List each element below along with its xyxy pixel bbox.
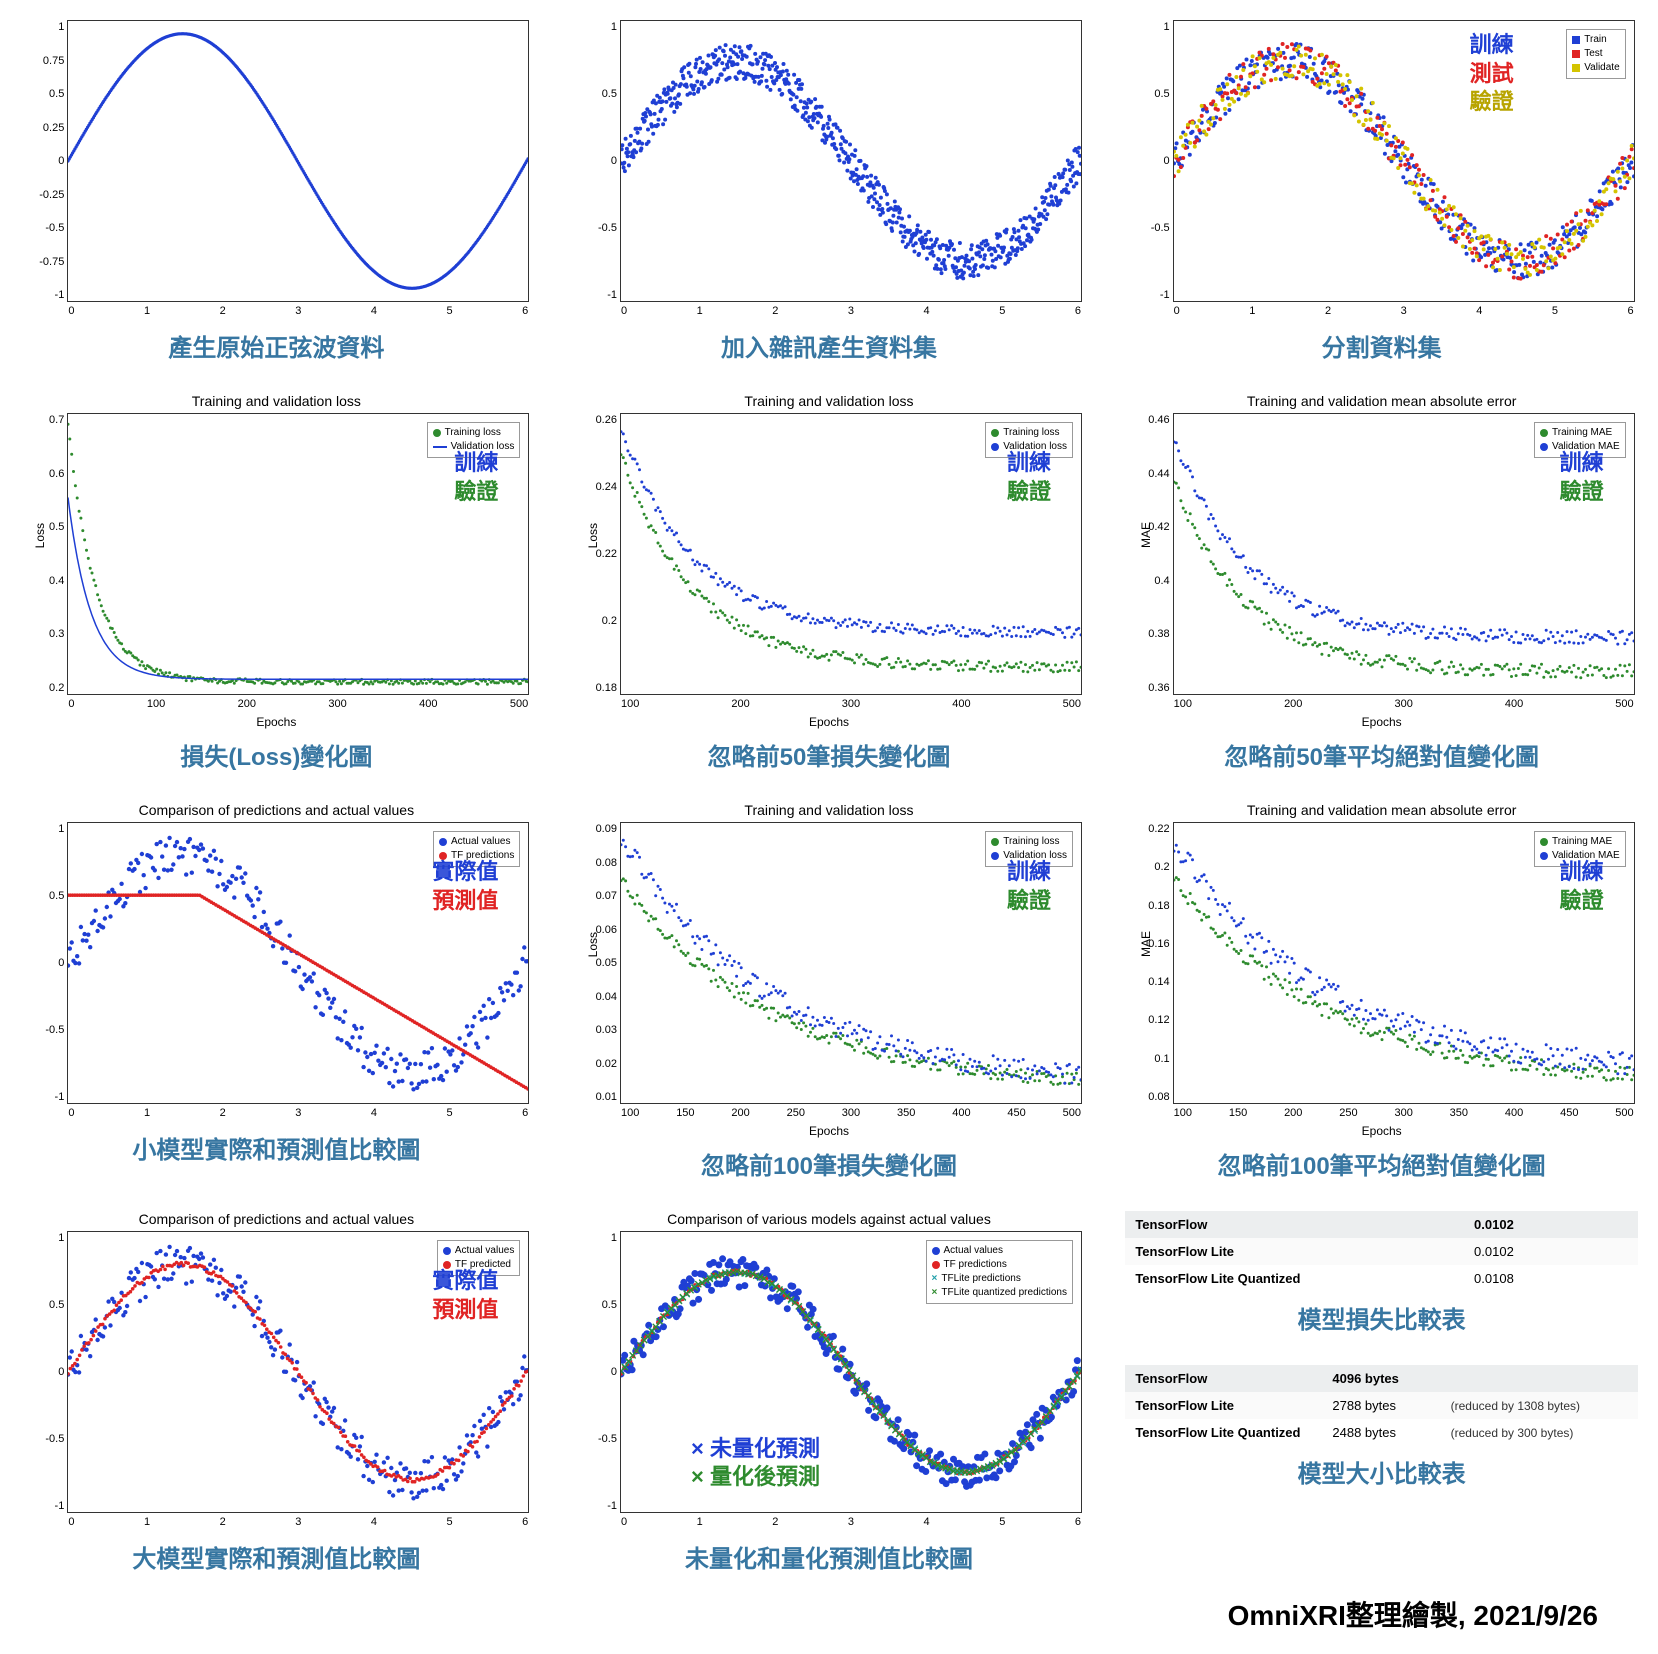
y-axis-label: MAE [1139, 522, 1153, 548]
chart-title: Training and validation mean absolute er… [1247, 802, 1517, 818]
chart-plot-area: 0123456-1-0.500.51TrainTestValidate訓練測試驗… [1173, 20, 1635, 302]
chart-plot-area: 0123456-1-0.500.51Actual valuesTF predic… [67, 822, 529, 1104]
chart-plot-area: 1001502002503003504004505000.080.10.120.… [1173, 822, 1635, 1104]
chart-title: Training and validation loss [744, 802, 913, 818]
x-axis-label: Epochs [809, 1124, 849, 1138]
chart-caption: 分割資料集 [1322, 328, 1442, 363]
chart-legend: TrainTestValidate [1566, 29, 1625, 79]
chart-grid: 0123456-1-0.75-0.5-0.2500.250.50.751產生原始… [20, 20, 1638, 1574]
y-axis-ticks: 0.010.020.030.040.050.060.070.080.09 [581, 823, 617, 1103]
x-axis-label: Epochs [1362, 1124, 1402, 1138]
chart-plot-area: 1002003004005000.360.380.40.420.440.46Tr… [1173, 413, 1635, 695]
x-axis-ticks: 100200300400500 [621, 698, 1081, 710]
chart-title: Training and validation mean absolute er… [1247, 393, 1517, 409]
panel-p4: Training and validation loss 010020030040… [20, 393, 533, 772]
chart-legend: Training MAEValidation MAE [1534, 831, 1626, 867]
chart-legend: Actual valuesTF predicted [437, 1240, 520, 1276]
chart-title: Comparison of predictions and actual val… [139, 1211, 415, 1227]
chart-legend: Training lossValidation loss [985, 831, 1073, 867]
chart-plot-area: 1002003004005000.180.20.220.240.26Traini… [620, 413, 1082, 695]
chart-caption: 損失(Loss)變化圖 [180, 737, 372, 772]
footer-credit: OmniXRI整理繪製, 2021/9/26 [20, 1594, 1638, 1634]
x-axis-ticks: 0123456 [1174, 305, 1634, 317]
panel-p1: 0123456-1-0.75-0.5-0.2500.250.50.751產生原始… [20, 20, 533, 363]
x-axis-label: Epochs [1362, 715, 1402, 729]
y-axis-ticks: 0.360.380.40.420.440.46 [1134, 414, 1170, 694]
y-axis-ticks: 0.180.20.220.240.26 [581, 414, 617, 694]
panel-p2: 0123456-1-0.500.51加入雜訊產生資料集 [573, 20, 1086, 363]
y-axis-label: Loss [586, 523, 600, 548]
table-row: TensorFlow Lite2788 bytes(reduced by 130… [1125, 1392, 1638, 1419]
chart-legend: Training lossValidation loss [985, 422, 1073, 458]
x-axis-ticks: 0123456 [68, 305, 528, 317]
chart-caption: 忽略前50筆損失變化圖 [708, 737, 951, 772]
panel-p10: Comparison of predictions and actual val… [20, 1211, 533, 1574]
panel-p9: Training and validation mean absolute er… [1125, 802, 1638, 1181]
table-row: TensorFlow0.0102 [1125, 1211, 1638, 1238]
x-axis-label: Epochs [256, 715, 296, 729]
table-row: TensorFlow4096 bytes [1125, 1365, 1638, 1392]
chart-caption: 未量化和量化預測值比較圖 [685, 1539, 973, 1574]
table-row: TensorFlow Lite Quantized2488 bytes(redu… [1125, 1419, 1638, 1446]
panel-p6: Training and validation mean absolute er… [1125, 393, 1638, 772]
chart-caption: 小模型實際和預測值比較圖 [132, 1130, 420, 1165]
table-row: TensorFlow Lite Quantized0.0108 [1125, 1265, 1638, 1292]
y-axis-ticks: 0.080.10.120.140.160.180.20.22 [1134, 823, 1170, 1103]
size-comparison-table: TensorFlow4096 bytesTensorFlow Lite2788 … [1125, 1365, 1638, 1446]
y-axis-ticks: -1-0.500.51 [28, 823, 64, 1103]
x-axis-label: Epochs [809, 715, 849, 729]
panel-p8: Training and validation loss 100150200250… [573, 802, 1086, 1181]
chart-plot-area: 0123456-1-0.500.51Actual valuesTF predic… [620, 1231, 1082, 1513]
y-axis-ticks: 0.20.30.40.50.60.7 [28, 414, 64, 694]
table-caption: 模型損失比較表 [1298, 1300, 1466, 1335]
loss-comparison-table: TensorFlow0.0102TensorFlow Lite0.0102Ten… [1125, 1211, 1638, 1292]
panel-p7: Comparison of predictions and actual val… [20, 802, 533, 1181]
x-axis-ticks: 0123456 [621, 305, 1081, 317]
chart-caption: 忽略前50筆平均絕對值變化圖 [1224, 737, 1539, 772]
x-axis-ticks: 0123456 [68, 1107, 528, 1119]
chart-caption: 產生原始正弦波資料 [168, 328, 384, 363]
chart-legend: Training lossValidation loss [427, 422, 521, 458]
y-axis-ticks: -1-0.500.51 [581, 1232, 617, 1512]
y-axis-label: Loss [33, 523, 47, 548]
table-caption: 模型大小比較表 [1298, 1454, 1466, 1489]
x-axis-ticks: 0123456 [621, 1516, 1081, 1528]
x-axis-ticks: 0123456 [68, 1516, 528, 1528]
y-axis-label: MAE [1139, 931, 1153, 957]
table-row: TensorFlow Lite0.0102 [1125, 1238, 1638, 1265]
y-axis-ticks: -1-0.500.51 [28, 1232, 64, 1512]
chart-legend: Training MAEValidation MAE [1534, 422, 1626, 458]
chart-plot-area: 0123456-1-0.75-0.5-0.2500.250.50.751 [67, 20, 529, 302]
chart-plot-area: 01002003004005000.20.30.40.50.60.7Traini… [67, 413, 529, 695]
chart-title: Comparison of predictions and actual val… [139, 802, 415, 818]
panel-p12: TensorFlow0.0102TensorFlow Lite0.0102Ten… [1125, 1211, 1638, 1574]
chart-caption: 忽略前100筆損失變化圖 [701, 1146, 957, 1181]
y-axis-ticks: -1-0.500.51 [581, 21, 617, 301]
chart-legend: Actual valuesTF predictions×TFLite predi… [926, 1240, 1073, 1304]
y-axis-ticks: -1-0.75-0.5-0.2500.250.50.751 [28, 21, 64, 301]
x-axis-ticks: 100200300400500 [1174, 698, 1634, 710]
chart-legend: Actual valuesTF predictions [433, 831, 520, 867]
y-axis-ticks: -1-0.500.51 [1134, 21, 1170, 301]
chart-title: Training and validation loss [744, 393, 913, 409]
chart-plot-area: 0123456-1-0.500.51Actual valuesTF predic… [67, 1231, 529, 1513]
chart-caption: 加入雜訊產生資料集 [721, 328, 937, 363]
chart-caption: 大模型實際和預測值比較圖 [132, 1539, 420, 1574]
panel-p11: Comparison of various models against act… [573, 1211, 1086, 1574]
x-axis-ticks: 100150200250300350400450500 [621, 1107, 1081, 1119]
chart-plot-area: 1001502002503003504004505000.010.020.030… [620, 822, 1082, 1104]
panel-p3: 0123456-1-0.500.51TrainTestValidate訓練測試驗… [1125, 20, 1638, 363]
y-axis-label: Loss [586, 932, 600, 957]
chart-plot-area: 0123456-1-0.500.51 [620, 20, 1082, 302]
chart-title: Training and validation loss [192, 393, 361, 409]
panel-p5: Training and validation loss 100200300400… [573, 393, 1086, 772]
x-axis-ticks: 100150200250300350400450500 [1174, 1107, 1634, 1119]
x-axis-ticks: 0100200300400500 [68, 698, 528, 710]
chart-title: Comparison of various models against act… [667, 1211, 991, 1227]
chart-caption: 忽略前100筆平均絕對值變化圖 [1218, 1146, 1546, 1181]
